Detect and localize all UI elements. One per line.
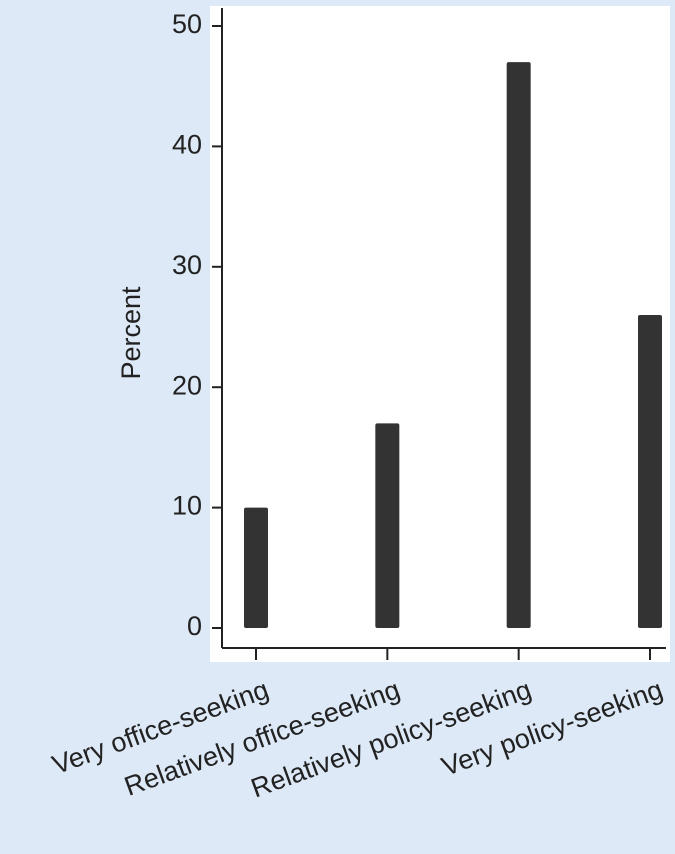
bar xyxy=(638,314,662,628)
y-tick-label: 40 xyxy=(172,130,202,160)
y-tick-label: 10 xyxy=(172,491,202,521)
y-tick-label: 30 xyxy=(172,250,202,280)
y-tick-label: 50 xyxy=(172,9,202,39)
y-axis-label: Percent xyxy=(116,286,146,380)
bar xyxy=(375,423,400,628)
y-tick-label: 20 xyxy=(172,370,202,400)
plot-area xyxy=(210,6,670,662)
bar xyxy=(506,62,531,629)
y-tick-label: 0 xyxy=(187,611,202,641)
bar xyxy=(244,507,268,628)
